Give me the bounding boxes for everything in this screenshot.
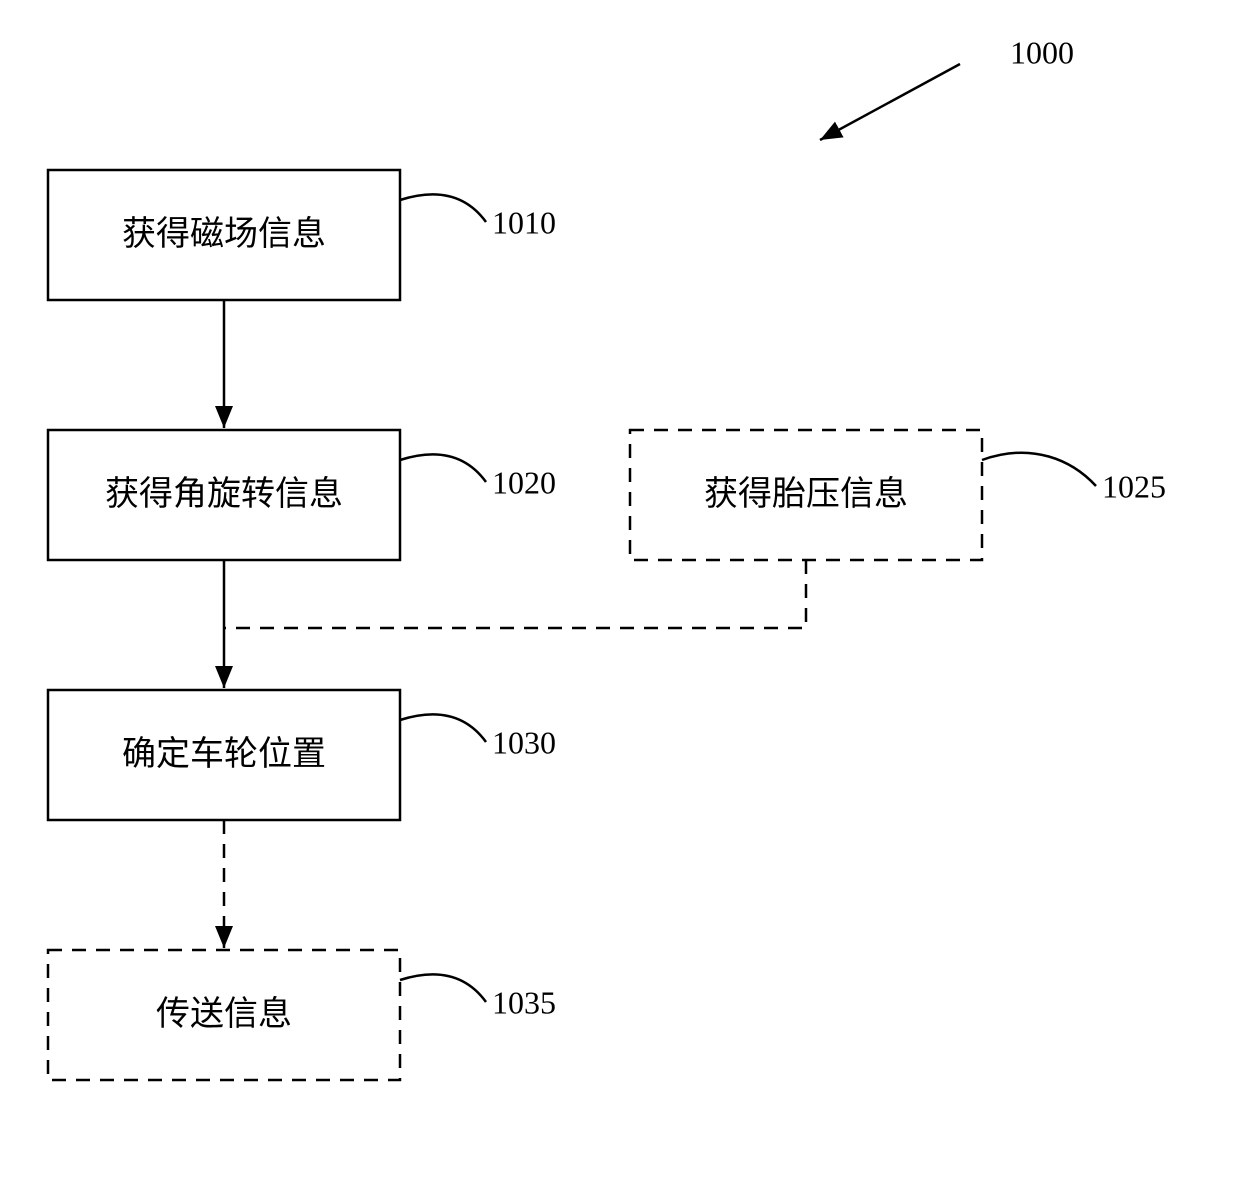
ref-number: 1030 — [492, 724, 556, 760]
ref-leader — [400, 714, 486, 742]
flow-node-label: 获得胎压信息 — [704, 475, 908, 513]
ref-leader — [400, 454, 486, 482]
flow-node-b1010: 获得磁场信息 1010 — [48, 170, 556, 300]
flow-node-b1030: 确定车轮位置 1030 — [48, 690, 556, 820]
figure-pointer — [820, 64, 960, 140]
flow-node-b1025: 获得胎压信息 1025 — [630, 430, 1166, 560]
ref-number: 1010 — [492, 204, 556, 240]
flow-merge-elbow — [224, 560, 806, 628]
ref-leader — [400, 194, 486, 222]
flow-node-label: 获得磁场信息 — [122, 215, 326, 253]
ref-number: 1035 — [492, 984, 556, 1020]
ref-number: 1025 — [1102, 468, 1166, 504]
flow-node-b1020: 获得角旋转信息 1020 — [48, 430, 556, 560]
flow-node-label: 确定车轮位置 — [122, 735, 326, 773]
ref-leader — [400, 974, 486, 1002]
ref-number: 1020 — [492, 464, 556, 500]
flow-node-label: 获得角旋转信息 — [105, 475, 343, 513]
flow-node-label: 传送信息 — [156, 995, 292, 1033]
flow-node-b1035: 传送信息 1035 — [48, 950, 556, 1080]
ref-leader — [982, 453, 1096, 486]
figure-number: 1000 — [1010, 34, 1074, 70]
